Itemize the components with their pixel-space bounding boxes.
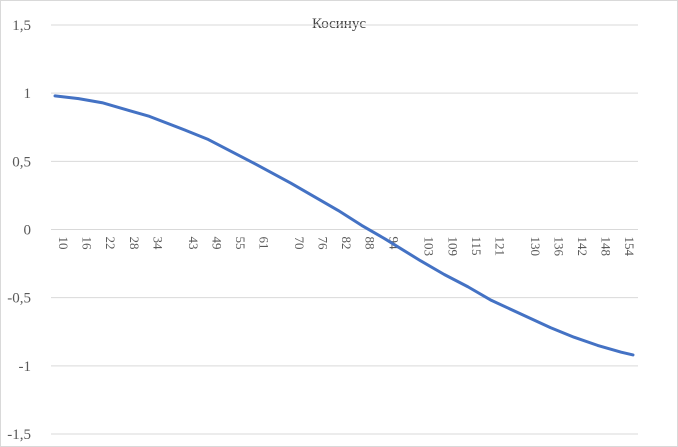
x-tick-label: 43 bbox=[186, 237, 201, 250]
x-tick-label: 142 bbox=[575, 237, 590, 257]
data-point bbox=[443, 273, 446, 276]
x-tick-label: 109 bbox=[445, 237, 460, 257]
series-layer bbox=[53, 94, 635, 357]
gridlines bbox=[51, 24, 638, 435]
data-point bbox=[631, 353, 635, 357]
data-point bbox=[384, 237, 387, 241]
y-tick-label: 1 bbox=[24, 86, 32, 102]
x-tick-label: 88 bbox=[363, 237, 378, 250]
x-tick-label: 61 bbox=[257, 237, 272, 250]
data-point bbox=[620, 351, 623, 354]
x-tick-label: 34 bbox=[150, 237, 165, 251]
x-tick-label: 115 bbox=[469, 237, 484, 256]
data-point bbox=[207, 138, 210, 141]
y-tick-label: -1,5 bbox=[7, 427, 31, 443]
x-tick-label: 148 bbox=[599, 237, 614, 257]
x-tick-label: 55 bbox=[233, 237, 248, 250]
data-point bbox=[419, 259, 422, 263]
series-line bbox=[53, 94, 635, 357]
x-tick-label: 28 bbox=[127, 237, 142, 250]
x-tick-label: 49 bbox=[209, 237, 224, 250]
data-point bbox=[360, 224, 363, 227]
data-point bbox=[549, 326, 552, 329]
x-tick-label: 103 bbox=[422, 237, 437, 257]
data-point bbox=[289, 181, 293, 185]
data-point bbox=[596, 344, 599, 347]
x-tick-label: 22 bbox=[103, 237, 118, 250]
x-tick-label: 76 bbox=[316, 237, 331, 251]
data-point bbox=[572, 336, 576, 339]
x-tick-label: 136 bbox=[551, 237, 566, 257]
data-point bbox=[490, 299, 493, 302]
y-tick-label: 0,5 bbox=[12, 154, 31, 170]
chart-title: Косинус bbox=[312, 16, 366, 32]
data-point bbox=[53, 94, 57, 98]
data-point bbox=[525, 315, 529, 318]
x-tick-label: 16 bbox=[80, 237, 95, 251]
data-point bbox=[313, 195, 316, 198]
data-point bbox=[100, 101, 104, 104]
y-tick-label: -1 bbox=[19, 359, 32, 375]
x-tick-label: 70 bbox=[292, 237, 307, 250]
x-tick-label: 154 bbox=[622, 237, 637, 257]
data-point bbox=[148, 115, 151, 118]
x-tick-label: 121 bbox=[492, 237, 507, 257]
data-point bbox=[466, 285, 470, 288]
x-tick-label: 130 bbox=[528, 237, 543, 257]
data-point bbox=[77, 97, 80, 100]
data-point bbox=[230, 150, 234, 153]
y-tick-label: 1,5 bbox=[12, 18, 31, 34]
x-tick-label: 10 bbox=[56, 237, 71, 250]
data-point bbox=[254, 162, 257, 166]
y-tick-label: -0,5 bbox=[7, 291, 31, 307]
y-axis-tick-labels: -1,5 -1 -0,5 0 0,5 1 1,5 bbox=[7, 18, 31, 443]
x-axis-tick-labels: 10 16 22 28 34 43 49 55 61 70 76 82 88 94 103 109 115 121… bbox=[56, 237, 637, 257]
y-tick-label: 0 bbox=[24, 223, 32, 239]
x-tick-label: 82 bbox=[339, 237, 354, 250]
data-point bbox=[336, 209, 340, 212]
data-point bbox=[124, 108, 127, 111]
data-point bbox=[183, 128, 186, 132]
